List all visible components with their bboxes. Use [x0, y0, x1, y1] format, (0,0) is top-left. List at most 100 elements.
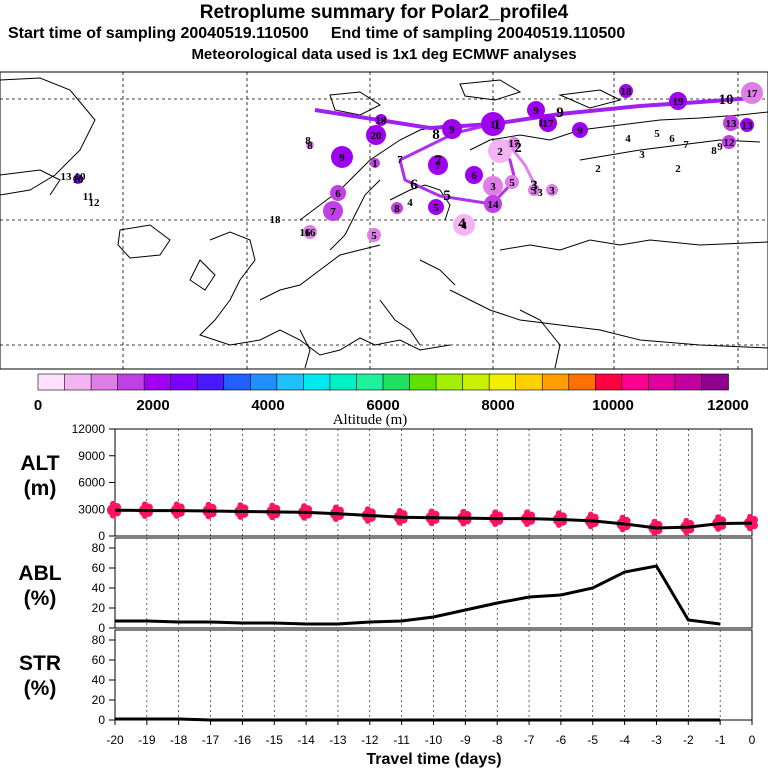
- colorbar-swatch: [409, 373, 437, 391]
- cluster-label: 2: [497, 146, 503, 158]
- cluster-label: 10: [73, 174, 85, 186]
- track-day-label: 9: [556, 105, 564, 121]
- track-day-label: 4: [458, 216, 466, 232]
- cluster-label-small: 2: [595, 163, 601, 175]
- plume-cluster: [572, 122, 588, 138]
- cluster-label: 3: [490, 181, 496, 193]
- x-tick-label: -5: [587, 733, 598, 747]
- cluster-label-small: 6: [669, 133, 675, 145]
- colorbar-swatch: [223, 373, 252, 391]
- cluster-label-small: 4: [407, 197, 413, 209]
- alt-point: [173, 501, 180, 508]
- cluster-label: 5: [433, 202, 439, 214]
- plume-cluster: [442, 119, 462, 139]
- x-tick-label: -6: [556, 733, 567, 747]
- plume-cluster: [484, 195, 502, 213]
- plume-cluster: [465, 166, 483, 184]
- colorbar-tick-label: 6000: [366, 397, 399, 414]
- end-time-label: End time of sampling 20040519.110500: [330, 25, 626, 42]
- colorbar-tick-label: 8000: [481, 397, 514, 414]
- plume-cluster: [539, 114, 557, 132]
- colorbar-swatch: [356, 373, 384, 391]
- panel-unit: (%): [24, 587, 57, 610]
- panel-unit: (%): [24, 677, 57, 700]
- colorbar-swatch: [250, 373, 278, 391]
- y-tick-label: 0: [98, 713, 105, 727]
- x-tick-label: -2: [683, 733, 694, 747]
- colorbar-swatch: [90, 373, 119, 391]
- x-tick-label: -4: [619, 733, 630, 747]
- y-tick-label: 20: [92, 601, 106, 615]
- colorbar-swatch: [276, 373, 305, 391]
- cluster-label-small: 12: [89, 197, 101, 209]
- plume-cluster: [73, 174, 83, 184]
- colorbar-swatch: [143, 373, 172, 391]
- alt-point: [364, 506, 371, 513]
- alt-point: [715, 514, 722, 521]
- colorbar-swatch: [37, 373, 66, 391]
- alt-point: [555, 510, 562, 517]
- x-tick-label: 0: [749, 733, 756, 747]
- plume-cluster: [453, 214, 475, 236]
- plume-cluster: [488, 139, 512, 163]
- cluster-label-small: 7: [397, 154, 403, 166]
- cluster-label: 9: [577, 125, 583, 137]
- colorbar-swatch: [541, 373, 570, 391]
- colorbar-swatch: [382, 373, 411, 391]
- x-tick-label: -8: [492, 733, 503, 747]
- y-tick-label: 0: [98, 529, 105, 543]
- plume-cluster: [723, 115, 739, 131]
- cluster-label: 12: [724, 137, 736, 149]
- cluster-label: 13: [742, 120, 754, 132]
- plume-cluster: [722, 135, 736, 149]
- track-day-label: 7: [434, 153, 442, 169]
- x-tick-label: -15: [266, 733, 284, 747]
- plume-cluster: [619, 84, 633, 98]
- y-tick-label: 80: [92, 541, 106, 555]
- cluster-label: 6: [471, 170, 477, 182]
- x-tick-label: -1: [715, 733, 726, 747]
- plume-cluster: [505, 175, 519, 189]
- plume-cluster: [546, 184, 558, 196]
- cluster-label: 16: [305, 227, 317, 239]
- cluster-label-small: 3: [537, 187, 543, 199]
- x-axis-title: Travel time (days): [366, 751, 501, 768]
- plume-cluster: [367, 228, 381, 242]
- x-tick-label: -3: [651, 733, 662, 747]
- cluster-label: 3: [531, 185, 537, 197]
- plume-cluster: [370, 158, 380, 168]
- x-tick-label: -20: [106, 733, 124, 747]
- plume-track-main: [314, 96, 753, 130]
- panel-label: ALT: [20, 452, 59, 475]
- plume-cluster: [306, 141, 314, 149]
- cluster-label: 8: [307, 140, 313, 152]
- alt-point: [460, 508, 467, 515]
- x-tick-label: -7: [524, 733, 535, 747]
- alt-point: [524, 509, 531, 516]
- plume-cluster: [428, 199, 444, 215]
- colorbar-swatch: [595, 373, 623, 391]
- colorbar-tick-label: 12000: [707, 397, 749, 414]
- plume-cluster: [669, 92, 687, 110]
- cluster-label: 19: [673, 96, 685, 108]
- cluster-label-small: 9: [717, 141, 723, 153]
- y-tick-label: 0: [98, 621, 105, 635]
- panel-unit: (m): [24, 477, 57, 500]
- cluster-label: 9: [533, 105, 539, 117]
- altitude-colorbar: 0 2000 4000 6000 8000 10000 12000: [34, 373, 749, 414]
- x-tick-label: -19: [138, 733, 156, 747]
- cluster-label-small: 7: [683, 139, 689, 151]
- cluster-label-small: 1: [538, 117, 544, 129]
- colorbar-swatch: [648, 373, 676, 391]
- alt-point: [237, 502, 244, 509]
- series-line: [114, 508, 753, 530]
- x-tick-label: -11: [393, 733, 410, 747]
- series-line: [115, 564, 721, 626]
- cluster-label-small: 3: [639, 149, 645, 161]
- y-tick-label: 12000: [72, 422, 106, 436]
- cluster-label: 17: [509, 138, 521, 150]
- y-tick-label: 60: [92, 653, 106, 667]
- plume-cluster: [366, 125, 386, 145]
